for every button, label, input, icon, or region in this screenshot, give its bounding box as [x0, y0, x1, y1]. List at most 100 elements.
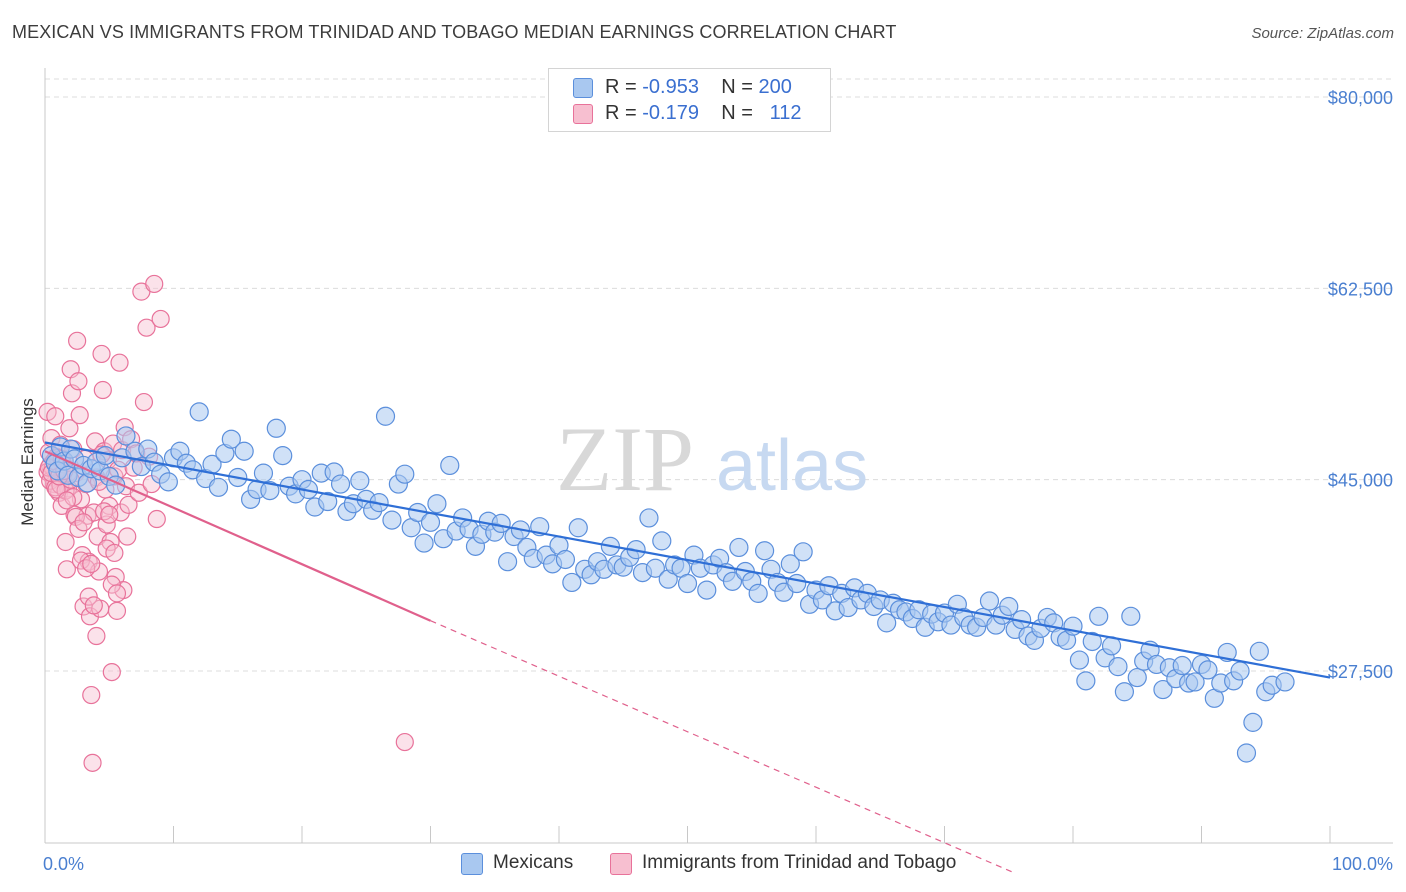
legend-swatch-pink [573, 104, 593, 124]
immigrants-trend-extension [430, 620, 1016, 874]
mexicans-point [1236, 743, 1257, 763]
immigrants-point [151, 309, 170, 329]
immigrants-point [107, 584, 127, 603]
mexicans-point [116, 426, 136, 446]
immigrants-point [56, 532, 75, 552]
mexicans-point [253, 463, 274, 483]
correlation-legend: R = -0.953 N = 200 R = -0.179 N = 112 [548, 68, 831, 132]
mexicans-point [1127, 667, 1147, 688]
legend-n-label: N = [721, 76, 759, 98]
immigrants-point [82, 685, 101, 705]
immigrants-point [110, 353, 129, 372]
immigrants-point [80, 607, 100, 626]
mexicans-point [748, 583, 768, 603]
legend-swatch-blue [461, 853, 483, 875]
grid-lines [45, 78, 1393, 672]
x-tick-label-min: 0.0% [43, 854, 84, 874]
series-mexicans-points [41, 402, 1295, 763]
immigrants-point [102, 575, 121, 594]
mexicans-point [729, 537, 749, 558]
mexicans-point [221, 429, 241, 449]
mexicans-point [787, 573, 807, 594]
mexicans-point [1243, 712, 1263, 732]
legend-n-value: 200 [758, 76, 792, 98]
mexicans-point [639, 508, 659, 528]
mexicans-point [273, 446, 293, 466]
mexicans-point [780, 554, 800, 574]
immigrants-point [107, 601, 127, 620]
immigrants-point [46, 407, 65, 426]
legend-swatch-pink [610, 853, 632, 875]
mexicans-point [266, 418, 286, 438]
immigrants-point [87, 626, 106, 646]
y-tick-label: $80,000 [1328, 88, 1393, 108]
mexicans-point [1230, 661, 1250, 681]
mexicans-point [498, 552, 518, 572]
mexicans-point [1089, 606, 1109, 626]
y-tick-label: $27,500 [1328, 662, 1393, 682]
mexicans-point [350, 471, 370, 491]
legend-n-label: N = [721, 102, 759, 124]
watermark-zip: ZIP [556, 408, 694, 510]
immigrants-point [137, 318, 156, 337]
y-axis-label: Median Earnings [18, 398, 37, 526]
bottom-legend-label: Immigrants from Trinidad and Tobago [642, 852, 957, 873]
mexicans-point [562, 572, 582, 593]
mexicans-point [1069, 650, 1090, 670]
y-tick-labels: $80,000 $62,500 $45,000 $27,500 [1328, 88, 1393, 682]
immigrants-trend-line [44, 450, 431, 622]
mexicans-point [555, 549, 576, 570]
mexicans-point [260, 481, 280, 501]
trend-lines [44, 441, 1331, 874]
x-tick-labels: 0.0% 100.0% [43, 854, 1393, 874]
mexicans-point [1082, 631, 1102, 652]
immigrants-point [57, 560, 76, 579]
immigrants-point [74, 513, 93, 532]
immigrants-point [134, 392, 154, 412]
immigrants-point [68, 331, 87, 350]
legend-r-value: -0.953 [642, 76, 699, 98]
immigrants-point [60, 419, 79, 438]
mexicans-point [1275, 672, 1295, 692]
immigrants-point [119, 495, 138, 514]
legend-swatch-blue [573, 78, 593, 98]
y-tick-label: $45,000 [1328, 471, 1393, 491]
mexicans-point [414, 533, 434, 553]
chart-title: MEXICAN VS IMMIGRANTS FROM TRINIDAD AND … [12, 22, 897, 42]
immigrants-point [93, 380, 112, 400]
immigrants-point [84, 596, 103, 615]
x-tick-label-max: 100.0% [1332, 854, 1393, 874]
mexicans-point [722, 571, 743, 591]
legend-r-label: R = [605, 102, 643, 124]
legend-r-value: -0.179 [642, 102, 699, 124]
mexicans-point [330, 474, 351, 494]
mexicans-point [793, 542, 813, 562]
mexicans-point [979, 591, 1000, 611]
immigrants-point [118, 527, 137, 546]
immigrants-point [105, 543, 124, 563]
immigrants-point [92, 344, 111, 364]
immigrants-point [70, 406, 89, 425]
mexicans-point [754, 541, 775, 561]
series-immigrants-points [38, 274, 414, 772]
mexicans-point [1153, 679, 1173, 700]
immigrants-point [83, 753, 102, 772]
legend-r-label: R = [605, 76, 643, 98]
mexicans-point [1198, 660, 1218, 680]
mexicans-point [1076, 671, 1096, 691]
mexicans-point [1185, 672, 1205, 692]
immigrants-point [102, 662, 121, 682]
source-credit: Source: ZipAtlas.com [1251, 25, 1394, 42]
immigrants-point [145, 274, 164, 294]
mexicans-point [234, 441, 254, 461]
mexicans-point [652, 531, 672, 551]
mexicans-point [999, 596, 1019, 617]
mexicans-point [697, 580, 717, 600]
immigrants-point [79, 587, 98, 606]
mexicans-point [568, 518, 588, 538]
mexicans-point [189, 402, 209, 422]
mexicans-point [395, 464, 415, 484]
immigrants-point [147, 509, 166, 529]
watermark-atlas: atlas [716, 426, 868, 506]
